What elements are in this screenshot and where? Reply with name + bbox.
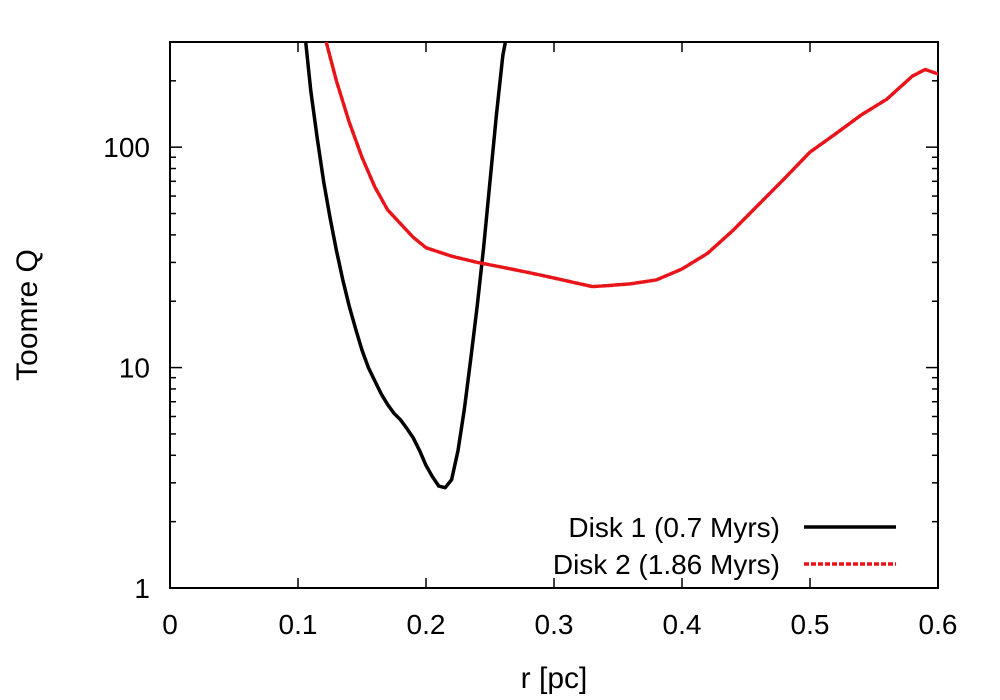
x-tick-label: 0.6 <box>919 609 958 640</box>
y-axis-title: Toomre Q <box>11 249 44 381</box>
x-tick-label: 0.3 <box>535 609 574 640</box>
y-tick-label: 10 <box>119 353 150 384</box>
legend-label: Disk 2 (1.86 Myrs) <box>553 549 780 580</box>
legend: Disk 1 (0.7 Myrs) Disk 2 (1.86 Myrs) <box>553 512 896 580</box>
series-line-1 <box>303 42 508 490</box>
legend-label: Disk 1 (0.7 Myrs) <box>568 512 780 543</box>
y-tick-label: 100 <box>103 132 150 163</box>
x-tick-labels: 0 0.1 0.2 0.3 0.4 0.5 0.6 <box>162 609 957 640</box>
y-tick-labels: 1 10 100 <box>103 132 150 604</box>
x-tick-label: 0.2 <box>407 609 446 640</box>
y-tick-label: 1 <box>134 573 150 604</box>
plot-frame <box>169 41 939 589</box>
x-tick-label: 0 <box>162 609 178 640</box>
x-tick-label: 0.5 <box>791 609 830 640</box>
x-tick-label: 0.1 <box>279 609 318 640</box>
x-tick-label: 0.4 <box>663 609 702 640</box>
series-layer <box>303 42 938 490</box>
axis-ticks <box>169 41 939 589</box>
series-line-2 <box>324 42 938 289</box>
x-axis-title: r [pc] <box>521 662 588 695</box>
